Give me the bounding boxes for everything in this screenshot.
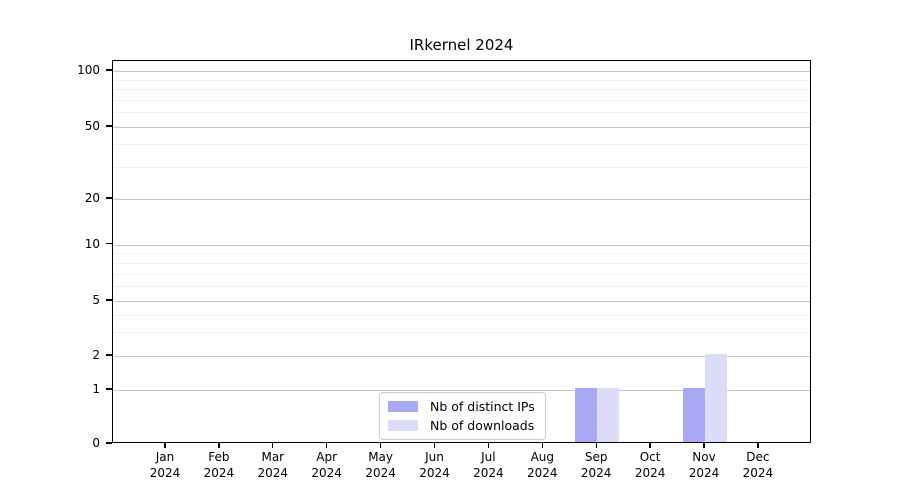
x-tick-label: Nov 2024 bbox=[688, 450, 720, 480]
minor-gridline bbox=[113, 144, 810, 146]
y-tick-mark bbox=[106, 69, 112, 71]
major-gridline bbox=[113, 301, 810, 303]
y-tick-mark bbox=[106, 299, 112, 301]
minor-gridline bbox=[113, 331, 810, 333]
legend-swatch bbox=[388, 420, 418, 431]
y-tick-label: 1 bbox=[92, 382, 100, 396]
y-tick-mark bbox=[106, 354, 112, 356]
y-tick-mark bbox=[106, 197, 112, 199]
minor-gridline bbox=[113, 79, 810, 81]
major-gridline bbox=[113, 126, 810, 128]
major-gridline bbox=[113, 390, 810, 391]
y-tick-label: 5 bbox=[92, 293, 100, 308]
x-tick-mark bbox=[487, 443, 490, 448]
x-tick-mark bbox=[379, 443, 382, 448]
minor-gridline bbox=[113, 167, 810, 168]
x-tick-label: Jul 2024 bbox=[473, 450, 504, 480]
major-gridline bbox=[113, 71, 810, 72]
major-gridline bbox=[113, 198, 810, 200]
x-tick-label: Jun 2024 bbox=[419, 450, 450, 480]
minor-gridline bbox=[113, 263, 810, 264]
x-tick-label: Dec 2024 bbox=[742, 450, 774, 480]
y-tick-mark bbox=[106, 243, 112, 245]
y-tick-label: 2 bbox=[92, 347, 100, 362]
legend-row: Nb of distinct IPs bbox=[388, 399, 535, 414]
x-tick-label: Aug 2024 bbox=[527, 450, 558, 480]
x-tick-label: Mar 2024 bbox=[257, 450, 289, 480]
y-tick-label: 50 bbox=[84, 118, 100, 133]
y-tick-mark bbox=[106, 125, 112, 127]
x-tick-mark bbox=[164, 443, 166, 448]
x-tick-mark bbox=[433, 443, 436, 448]
bar-downloads bbox=[705, 353, 727, 442]
x-tick-mark bbox=[649, 443, 651, 448]
x-tick-label: Sep 2024 bbox=[580, 450, 612, 480]
x-tick-label: May 2024 bbox=[365, 450, 396, 480]
y-tick-label: 0 bbox=[92, 436, 100, 450]
x-tick-mark bbox=[272, 443, 274, 448]
x-tick-mark bbox=[326, 443, 328, 448]
y-tick-mark bbox=[106, 388, 112, 390]
bar-distinct-ips bbox=[683, 388, 705, 442]
x-tick-mark bbox=[218, 443, 220, 448]
legend-swatch bbox=[388, 401, 418, 412]
x-tick-mark bbox=[541, 443, 543, 448]
y-tick-label: 10 bbox=[84, 236, 100, 251]
plot-area: Nb of distinct IPs Nb of downloads bbox=[112, 60, 811, 443]
legend-label: Nb of downloads bbox=[430, 418, 535, 433]
legend: Nb of distinct IPs Nb of downloads bbox=[379, 392, 546, 440]
x-tick-label: Jan 2024 bbox=[149, 450, 181, 480]
x-tick-mark bbox=[757, 443, 759, 448]
bar-downloads bbox=[597, 388, 620, 442]
minor-gridline bbox=[113, 273, 810, 275]
minor-gridline bbox=[113, 286, 810, 288]
bar-distinct-ips bbox=[575, 388, 598, 442]
major-gridline bbox=[113, 355, 810, 357]
minor-gridline bbox=[113, 253, 810, 255]
minor-gridline bbox=[113, 89, 810, 90]
major-gridline bbox=[113, 244, 810, 246]
legend-row: Nb of downloads bbox=[388, 418, 535, 433]
y-tick-mark bbox=[106, 442, 112, 444]
x-tick-label: Apr 2024 bbox=[311, 450, 342, 480]
minor-gridline bbox=[113, 314, 810, 316]
legend-label: Nb of distinct IPs bbox=[430, 399, 535, 414]
chart-title: IRkernel 2024 bbox=[409, 36, 514, 54]
minor-gridline bbox=[113, 112, 810, 114]
x-tick-label: Oct 2024 bbox=[634, 450, 666, 480]
x-tick-mark bbox=[595, 443, 597, 448]
minor-gridline bbox=[113, 99, 810, 101]
y-tick-label: 20 bbox=[84, 190, 100, 205]
x-tick-label: Feb 2024 bbox=[203, 450, 235, 480]
y-tick-label: 100 bbox=[77, 63, 100, 77]
x-tick-mark bbox=[703, 443, 705, 448]
